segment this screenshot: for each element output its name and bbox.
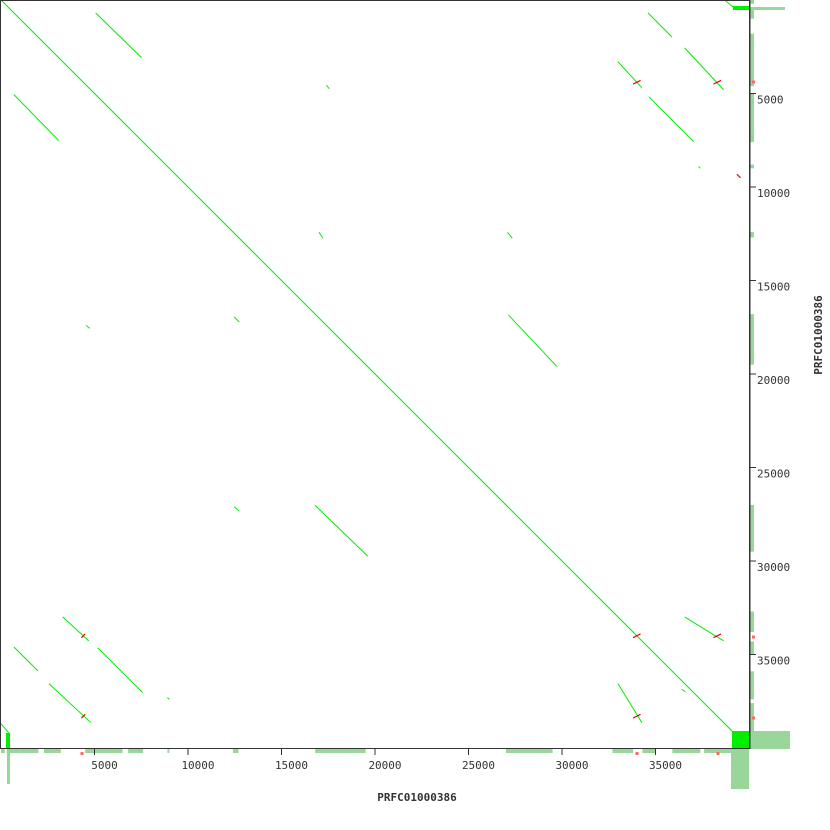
coverage-bar-x: [642, 749, 656, 753]
forward-match: [724, 0, 735, 9]
x-tick-label: 25000: [462, 759, 495, 772]
forward-match: [13, 646, 39, 672]
x-tick-label: 15000: [275, 759, 308, 772]
repeat-marker-x: [80, 752, 84, 755]
reverse-match: [632, 633, 641, 639]
coverage-pileup-y: [750, 731, 790, 749]
forward-match: [62, 616, 90, 642]
forward-match: [647, 12, 673, 38]
y-axis-label: PRFC01000386: [812, 295, 825, 375]
coverage-bar-x: [1, 749, 5, 753]
forward-match: [97, 647, 143, 694]
repeat-block-start: [6, 733, 10, 749]
y-tick-label: 5000: [757, 94, 784, 107]
forward-match: [507, 314, 558, 368]
coverage-bar-y: [750, 703, 754, 741]
repeat-marker-y: [752, 716, 755, 720]
coverage-pileup-x-start: [7, 749, 10, 784]
forward-match: [85, 324, 91, 329]
y-tick-label: 35000: [757, 655, 790, 668]
coverage-bar-y: [750, 164, 754, 169]
forward-match: [314, 504, 369, 557]
forward-match: [648, 96, 695, 142]
coverage-bar-x: [19, 749, 39, 753]
repeat-marker-y: [752, 80, 755, 84]
coverage-histograms: [1, 0, 790, 789]
coverage-bar-y: [750, 93, 754, 143]
forward-match: [233, 316, 240, 323]
forward-match: [617, 683, 643, 723]
repeat-marker-y: [752, 635, 755, 639]
forward-match: [681, 688, 686, 693]
y-tick-label: 15000: [757, 281, 790, 294]
x-tick-label: 30000: [555, 759, 588, 772]
reverse-match: [632, 79, 641, 85]
coverage-bar-x: [505, 749, 553, 753]
coverage-bar-x: [167, 749, 170, 753]
coverage-bar-x: [128, 749, 144, 753]
coverage-bar-y: [750, 611, 754, 633]
forward-match: [13, 94, 60, 141]
x-tick-label: 10000: [181, 759, 214, 772]
alignment-segments: [0, 0, 741, 740]
repeat-marker-x: [635, 752, 639, 755]
forward-match: [617, 61, 643, 89]
coverage-bar-x: [85, 749, 123, 753]
x-tick-label: 5000: [91, 759, 118, 772]
reverse-match: [713, 633, 722, 639]
forward-match: [684, 47, 724, 91]
forward-match: [95, 12, 142, 59]
reverse-match: [632, 713, 641, 719]
coverage-bar-y: [750, 231, 754, 238]
y-tick-label: 30000: [757, 561, 790, 574]
x-axis: 5000 10000 15000 20000 25000 30000 35000: [91, 749, 682, 772]
coverage-bar-x: [315, 749, 366, 753]
forward-match: [0, 0, 741, 740]
coverage-bar-y: [750, 504, 754, 552]
forward-match: [318, 231, 324, 239]
forward-match: [167, 697, 170, 700]
x-tick-label: 20000: [368, 759, 401, 772]
coverage-bar-x: [612, 749, 634, 753]
coverage-bar-x: [672, 749, 701, 753]
coverage-bar-y: [750, 33, 754, 87]
forward-match: [233, 506, 240, 512]
coverage-bar-y: [750, 7, 754, 19]
repeat-block-start-y: [733, 6, 749, 10]
reverse-match: [713, 79, 722, 85]
y-tick-label: 25000: [757, 468, 790, 481]
y-tick-label: 10000: [757, 187, 790, 200]
coverage-pileup-x: [731, 749, 749, 789]
forward-match: [684, 616, 724, 642]
repeat-marker-x: [716, 752, 720, 755]
coverage-bar-x: [6, 749, 20, 753]
forward-match: [325, 84, 330, 90]
forward-match: [0, 723, 10, 734]
forward-match: [507, 231, 513, 239]
y-axis: 5000 10000 15000 20000 25000 30000 35000: [749, 0, 790, 749]
forward-match: [698, 166, 701, 169]
y-tick-label: 20000: [757, 374, 790, 387]
coverage-bar-y: [750, 671, 754, 700]
x-axis-label: PRFC01000386: [377, 791, 457, 804]
reverse-match: [80, 713, 86, 719]
coverage-bar-x: [44, 749, 61, 753]
coverage-bar-y: [750, 641, 754, 655]
reverse-match: [736, 173, 741, 179]
coverage-bar-x: [232, 749, 239, 753]
coverage-bar-y: [750, 0, 754, 4]
reverse-match: [80, 633, 86, 639]
coverage-bar-x: [704, 749, 742, 753]
forward-match: [48, 683, 92, 723]
coverage-bar-y: [750, 314, 754, 365]
coverage-pileup-y-start: [750, 7, 785, 10]
x-tick-label: 35000: [649, 759, 682, 772]
